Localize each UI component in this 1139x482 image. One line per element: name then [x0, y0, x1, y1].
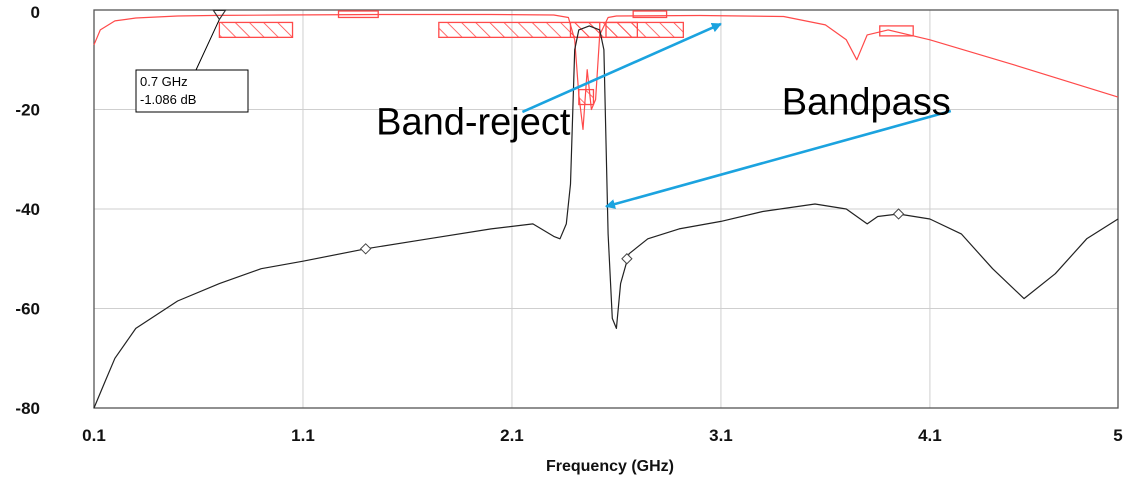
x-tick-label: 5 — [1113, 426, 1122, 445]
y-tick-label: -20 — [15, 101, 40, 120]
mask-marker-box — [879, 25, 914, 37]
frequency-marker: 0.7 GHz -1.086 dB — [135, 9, 249, 113]
y-tick-label: 0 — [31, 3, 40, 22]
x-axis-title: Frequency (GHz) — [546, 458, 674, 475]
band-reject-label: Band-reject — [376, 101, 571, 143]
grid — [94, 10, 1118, 408]
marker-leader-line — [195, 19, 220, 71]
x-tick-label: 0.1 — [82, 426, 106, 445]
series-lines — [93, 13, 1119, 409]
hatched-mask-region — [605, 21, 684, 39]
diamond-marker-icon — [621, 253, 633, 265]
x-tick-labels: 0.1 1.1 2.1 3.1 4.1 5 — [82, 426, 1123, 445]
marker-value-label: -1.086 dB — [140, 92, 196, 107]
y-tick-labels: 0 -20 -40 -60 -80 — [15, 3, 40, 418]
hatched-mask-region — [218, 21, 294, 39]
bandpass-label: Bandpass — [782, 81, 951, 123]
annotations: Band-reject Bandpass — [376, 22, 952, 209]
diamond-marker-icon — [892, 208, 905, 220]
point-markers — [359, 208, 905, 265]
x-tick-label: 4.1 — [918, 426, 942, 445]
marker-frequency-label: 0.7 GHz — [140, 74, 188, 89]
diamond-marker-icon — [359, 243, 372, 255]
x-tick-label: 3.1 — [709, 426, 733, 445]
x-tick-label: 2.1 — [500, 426, 524, 445]
marker-readout-box — [135, 69, 249, 113]
marker-triangle-icon — [212, 9, 227, 21]
mask-marker-box — [632, 10, 668, 19]
y-tick-label: -40 — [15, 200, 40, 219]
bandpass-arrow — [605, 109, 952, 209]
y-tick-label: -60 — [15, 300, 40, 319]
x-tick-label: 1.1 — [291, 426, 315, 445]
hatched-mask-region — [569, 21, 601, 39]
y-tick-label: -80 — [15, 399, 40, 418]
band-reject-arrow — [521, 22, 722, 114]
series-line-1 — [93, 13, 1119, 130]
series-line-2 — [93, 25, 1119, 409]
plot-frame — [93, 9, 1119, 409]
